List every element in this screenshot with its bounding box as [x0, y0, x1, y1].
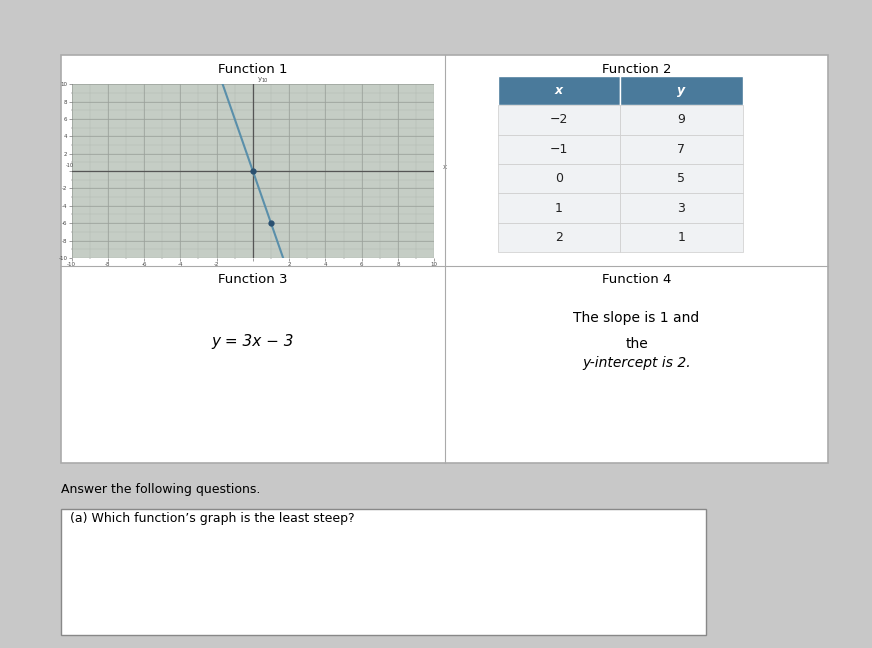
- FancyBboxPatch shape: [620, 135, 742, 164]
- Text: Answer the following questions.: Answer the following questions.: [61, 483, 261, 496]
- Text: −1: −1: [550, 143, 569, 156]
- FancyBboxPatch shape: [498, 76, 620, 105]
- Text: the: the: [625, 337, 648, 351]
- Text: 7: 7: [678, 143, 685, 156]
- FancyBboxPatch shape: [498, 164, 620, 193]
- Text: Function 4: Function 4: [602, 273, 671, 286]
- Text: Function 1: Function 1: [218, 63, 288, 76]
- Text: 9: 9: [678, 113, 685, 126]
- Text: Function 2: Function 2: [602, 63, 671, 76]
- Text: The slope is 1 and: The slope is 1 and: [574, 311, 699, 325]
- Text: 3: 3: [678, 202, 685, 214]
- FancyBboxPatch shape: [498, 105, 620, 135]
- Text: −2: −2: [550, 113, 569, 126]
- Text: y: y: [678, 84, 685, 97]
- FancyBboxPatch shape: [620, 193, 742, 223]
- Text: 0: 0: [555, 172, 563, 185]
- FancyBboxPatch shape: [498, 223, 620, 252]
- Text: 1: 1: [555, 202, 563, 214]
- Text: (a) Which function’s graph is the least steep?: (a) Which function’s graph is the least …: [70, 512, 354, 525]
- FancyBboxPatch shape: [620, 76, 742, 105]
- Text: -10: -10: [66, 163, 74, 168]
- Text: 5: 5: [678, 172, 685, 185]
- Text: x: x: [443, 164, 447, 170]
- FancyBboxPatch shape: [498, 193, 620, 223]
- FancyBboxPatch shape: [498, 135, 620, 164]
- FancyBboxPatch shape: [620, 105, 742, 135]
- FancyBboxPatch shape: [620, 164, 742, 193]
- Text: y: y: [258, 76, 262, 82]
- Text: y-intercept is 2.: y-intercept is 2.: [582, 356, 691, 371]
- Text: 1: 1: [678, 231, 685, 244]
- FancyBboxPatch shape: [620, 223, 742, 252]
- Text: Function 3: Function 3: [218, 273, 288, 286]
- Text: x: x: [555, 84, 563, 97]
- Text: y = 3x − 3: y = 3x − 3: [212, 334, 294, 349]
- Text: 10: 10: [262, 78, 269, 84]
- Text: 2: 2: [555, 231, 563, 244]
